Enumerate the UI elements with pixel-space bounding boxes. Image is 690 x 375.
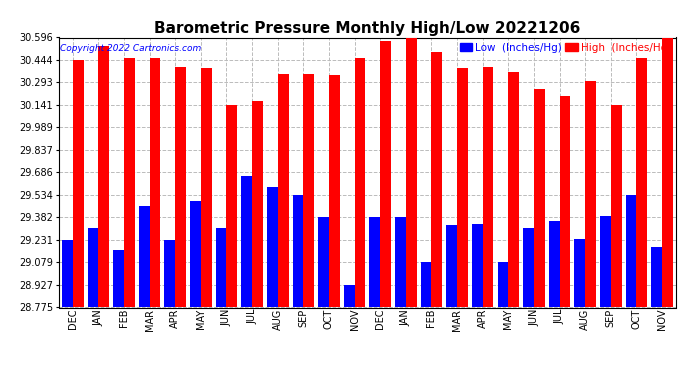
Bar (662, 38, 673, 308)
Bar (226, 105, 237, 308)
Bar (164, 240, 175, 308)
Bar (523, 228, 534, 308)
Bar (560, 96, 571, 308)
Bar (139, 206, 150, 308)
Bar (318, 217, 329, 308)
Bar (369, 217, 380, 308)
Bar (446, 225, 457, 308)
Bar (483, 66, 493, 308)
Bar (600, 216, 611, 308)
Bar (626, 195, 636, 308)
Bar (509, 72, 519, 308)
Bar (585, 81, 596, 308)
Bar (241, 176, 252, 308)
Bar (406, 38, 417, 308)
Bar (534, 89, 544, 308)
Legend: Low  (Inches/Hg), High  (Inches/Hg): Low (Inches/Hg), High (Inches/Hg) (455, 39, 675, 57)
Bar (355, 58, 366, 308)
Bar (431, 52, 442, 308)
Bar (99, 46, 109, 308)
Bar (611, 105, 622, 308)
Bar (651, 248, 662, 308)
Bar (216, 228, 226, 308)
Bar (497, 262, 509, 308)
Bar (190, 201, 201, 308)
Bar (72, 60, 83, 308)
Title: Barometric Pressure Monthly High/Low 20221206: Barometric Pressure Monthly High/Low 202… (155, 21, 580, 36)
Bar (344, 285, 355, 308)
Bar (267, 187, 278, 308)
Bar (472, 224, 483, 308)
Bar (113, 251, 124, 308)
Bar (252, 100, 263, 308)
Bar (457, 68, 468, 308)
Bar (636, 58, 647, 308)
Bar (421, 262, 431, 308)
Bar (575, 238, 585, 308)
Bar (88, 228, 99, 308)
Bar (395, 217, 406, 308)
Bar (278, 74, 288, 308)
Text: Copyright 2022 Cartronics.com: Copyright 2022 Cartronics.com (60, 44, 201, 53)
Bar (124, 58, 135, 308)
Bar (150, 58, 160, 308)
Bar (329, 75, 339, 308)
Bar (293, 195, 304, 308)
Bar (62, 240, 72, 308)
Bar (380, 41, 391, 308)
Bar (304, 74, 314, 308)
Bar (175, 66, 186, 308)
Bar (201, 68, 212, 308)
Bar (549, 221, 560, 308)
